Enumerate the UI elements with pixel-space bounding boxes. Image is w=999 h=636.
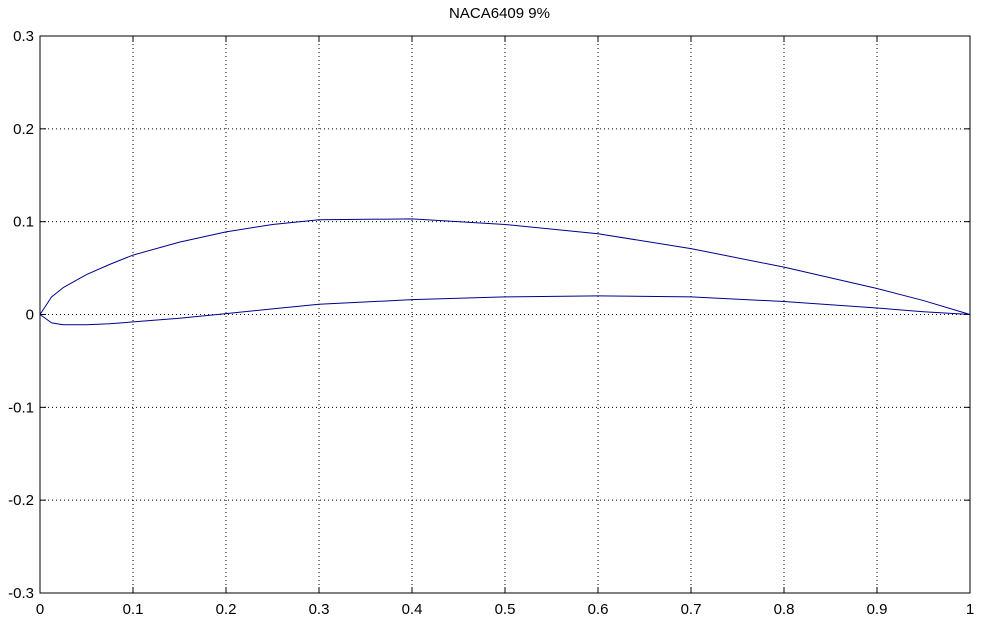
y-tick-label: 0.3 <box>13 28 34 45</box>
axis-ticks <box>39 35 971 594</box>
x-tick-label: 0.6 <box>588 601 609 618</box>
x-tick-label: 0 <box>36 601 44 618</box>
y-axis-tick-labels: 0.3 0.2 0.1 0 -0.1 -0.2 -0.3 <box>8 28 34 602</box>
x-tick-label: 0.2 <box>216 601 237 618</box>
series-layer <box>39 218 971 326</box>
x-tick-label: 0.1 <box>123 601 144 618</box>
x-tick-label: 0.3 <box>309 601 330 618</box>
x-tick-label: 0.8 <box>774 601 795 618</box>
grid-lines <box>40 36 970 593</box>
series-line-0 <box>39 218 971 326</box>
x-tick-label: 0.4 <box>402 601 423 618</box>
x-tick-label: 1 <box>966 601 974 618</box>
y-tick-label: 0 <box>26 307 34 324</box>
x-axis-tick-labels: 0 0.1 0.2 0.3 0.4 0.5 0.6 0.7 0.8 0.9 1 <box>36 601 974 618</box>
chart-title: NACA6409 9% <box>449 5 550 22</box>
y-tick-label: -0.3 <box>8 585 34 602</box>
y-tick-label: -0.1 <box>8 399 34 416</box>
y-tick-label: 0.2 <box>13 121 34 138</box>
x-tick-label: 0.7 <box>681 601 702 618</box>
y-tick-label: 0.1 <box>13 214 34 231</box>
x-tick-label: 0.9 <box>867 601 888 618</box>
x-tick-label: 0.5 <box>495 601 516 618</box>
y-tick-label: -0.2 <box>8 492 34 509</box>
